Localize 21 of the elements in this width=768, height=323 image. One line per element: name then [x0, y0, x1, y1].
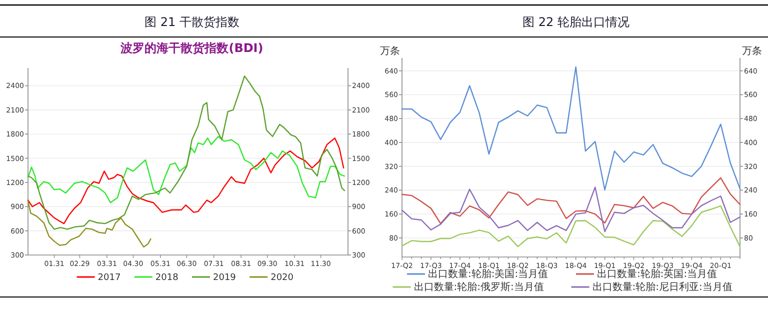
chart-title: 图 22 轮胎出口情况 — [522, 15, 630, 29]
legend-label: 出口数量:轮胎:美国:当月值 — [428, 268, 548, 280]
line-series — [27, 138, 344, 224]
legend-label: 出口数量:轮胎:俄罗斯:当月值 — [414, 281, 544, 293]
chart-title: 图 21 干散货指数 — [144, 15, 240, 29]
line-series — [401, 205, 741, 248]
legend-label: 2018 — [155, 273, 179, 283]
legend-label: 2020 — [270, 273, 294, 283]
line-series — [27, 75, 346, 230]
line-series — [27, 136, 346, 204]
line-series — [401, 186, 741, 232]
chart-subtitle: 波罗的海干散货指数(BDI) — [120, 41, 264, 55]
line-series — [27, 200, 152, 248]
legend-label: 出口数量:轮胎:尼日利亚:当月值 — [592, 281, 732, 293]
line-series — [401, 66, 741, 190]
legend-label: 出口数量:轮胎:英国:当月值 — [597, 268, 718, 280]
y2-axis-title: 万条 — [742, 45, 762, 57]
line-series — [401, 177, 741, 224]
y-axis-title: 万条 — [380, 45, 400, 57]
legend-label: 2019 — [213, 273, 236, 283]
legend-label: 2017 — [98, 273, 121, 283]
